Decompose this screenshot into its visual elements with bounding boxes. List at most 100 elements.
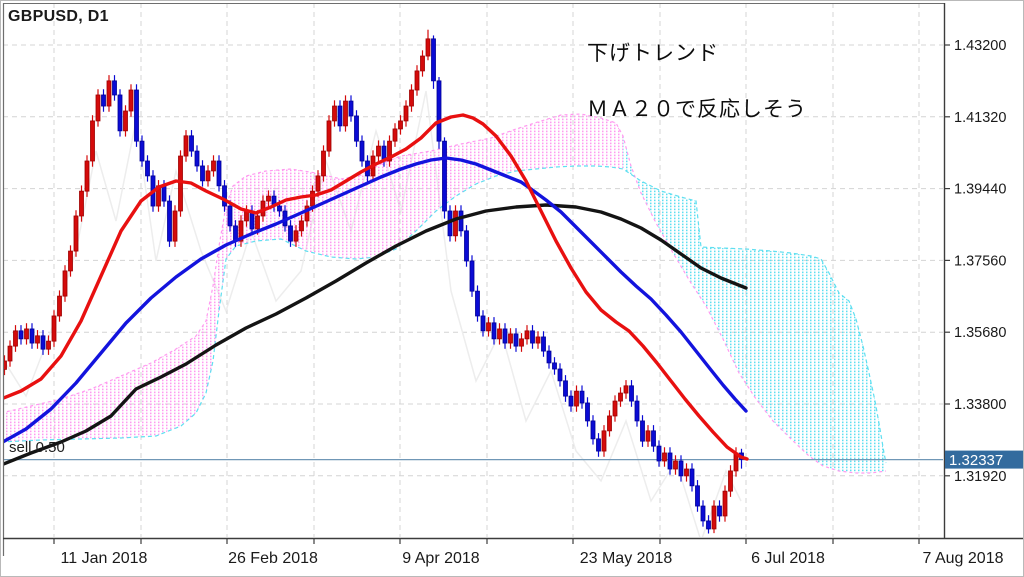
candle-body: [579, 390, 585, 404]
candle-body: [656, 445, 662, 462]
candle-body: [178, 155, 183, 212]
candle-body: [343, 100, 348, 127]
candle-body: [403, 105, 409, 122]
senkou-span-a-line: [4, 113, 887, 474]
candle-body: [574, 390, 579, 407]
y-axis-label: 1.35680: [954, 325, 1006, 341]
y-axis[interactable]: 1.43200 1.41320 1.39440 1.37560 1.35680 1.338…: [944, 38, 1006, 485]
ichimoku-cloud-bullish: [4, 114, 623, 442]
candle-body: [535, 336, 541, 344]
candle-body: [348, 100, 354, 117]
candle-body: [266, 195, 271, 202]
candle-body: [513, 333, 519, 347]
candle-body: [618, 392, 623, 402]
x-axis[interactable]: 11 Jan 2018 26 Feb 2018 9 Apr 2018 23 May 2…: [53, 538, 1004, 567]
candle-body: [717, 505, 722, 517]
candle-body: [222, 185, 227, 207]
y-axis-label: 1.43200: [954, 38, 1006, 54]
candle-body: [480, 315, 486, 332]
candle-body: [277, 205, 282, 212]
candle-body: [552, 362, 557, 370]
y-axis-label: 1.39440: [954, 182, 1006, 198]
candle-body: [134, 89, 139, 142]
candle-body: [662, 452, 667, 462]
candle-body: [612, 400, 618, 417]
candle-body: [117, 94, 123, 132]
y-axis-label: 1.41320: [954, 110, 1006, 126]
y-axis-label: 1.37560: [954, 253, 1006, 269]
x-axis-label: 7 Aug 2018: [923, 550, 1004, 567]
candle-body: [420, 55, 425, 72]
candle-body: [101, 94, 106, 107]
candle-body: [475, 290, 480, 317]
candle-body: [398, 120, 403, 130]
candle-body: [79, 190, 84, 217]
x-axis-label: 23 May 2018: [580, 550, 673, 567]
candle-body: [337, 105, 343, 127]
candle-body: [486, 322, 491, 332]
candle-body: [73, 215, 79, 252]
candle-body: [568, 395, 574, 407]
candle-body: [227, 205, 233, 227]
candle-body: [706, 520, 711, 530]
candle-body: [645, 430, 651, 442]
candle-body: [667, 452, 673, 470]
candle-body: [684, 468, 689, 477]
candle-body: [288, 225, 293, 242]
candle-body: [139, 140, 145, 162]
candle-body: [519, 338, 524, 347]
candle-body: [24, 328, 29, 340]
candle-body: [469, 260, 475, 292]
candle-body: [216, 160, 222, 187]
candle-body: [453, 210, 458, 237]
candle-body: [414, 70, 420, 91]
candle-body: [722, 490, 728, 517]
candle-body: [128, 89, 134, 112]
candle-body: [35, 335, 40, 344]
candle-body: [293, 230, 299, 242]
candle-body: [326, 120, 332, 152]
y-axis-label: 1.31920: [954, 469, 1006, 485]
candle-body: [18, 330, 24, 340]
candle-body: [431, 38, 436, 82]
candle-body: [530, 330, 535, 344]
candle-body: [673, 460, 678, 470]
candle-body: [728, 470, 733, 492]
candle-body: [40, 335, 46, 350]
candle-body: [189, 135, 194, 152]
candle-body: [359, 140, 365, 162]
candle-body: [640, 420, 645, 442]
candle-body: [689, 468, 695, 487]
candle-body: [167, 200, 172, 242]
symbol-timeframe-label: GBPUSD, D1: [8, 8, 109, 25]
candle-body: [491, 322, 497, 340]
candle-body: [387, 140, 392, 162]
candle-body: [123, 110, 128, 132]
candle-body: [57, 295, 62, 317]
sell-position-label: sell 0.50: [9, 439, 65, 456]
candle-body: [310, 190, 315, 207]
plot-area: [4, 4, 943, 537]
x-axis-label: 11 Jan 2018: [61, 550, 148, 567]
candle-body: [299, 220, 304, 232]
candle-body: [321, 150, 326, 177]
candle-body: [634, 400, 640, 422]
candle-body: [238, 220, 244, 242]
candle-body: [161, 185, 167, 202]
candle-body: [502, 328, 508, 344]
candle-body: [700, 505, 706, 522]
candle-body: [194, 150, 200, 167]
current-price-value: 1.32337: [949, 452, 1003, 469]
candle-body: [29, 328, 35, 344]
candle-body: [304, 205, 310, 222]
candle-body: [596, 438, 601, 452]
candle-body: [711, 505, 717, 530]
candle-body: [651, 430, 656, 447]
candle-body: [425, 38, 431, 57]
candle-body: [392, 128, 398, 142]
candle-body: [458, 210, 464, 232]
ma-black-line: [4, 203, 748, 466]
candle-body: [464, 230, 469, 262]
